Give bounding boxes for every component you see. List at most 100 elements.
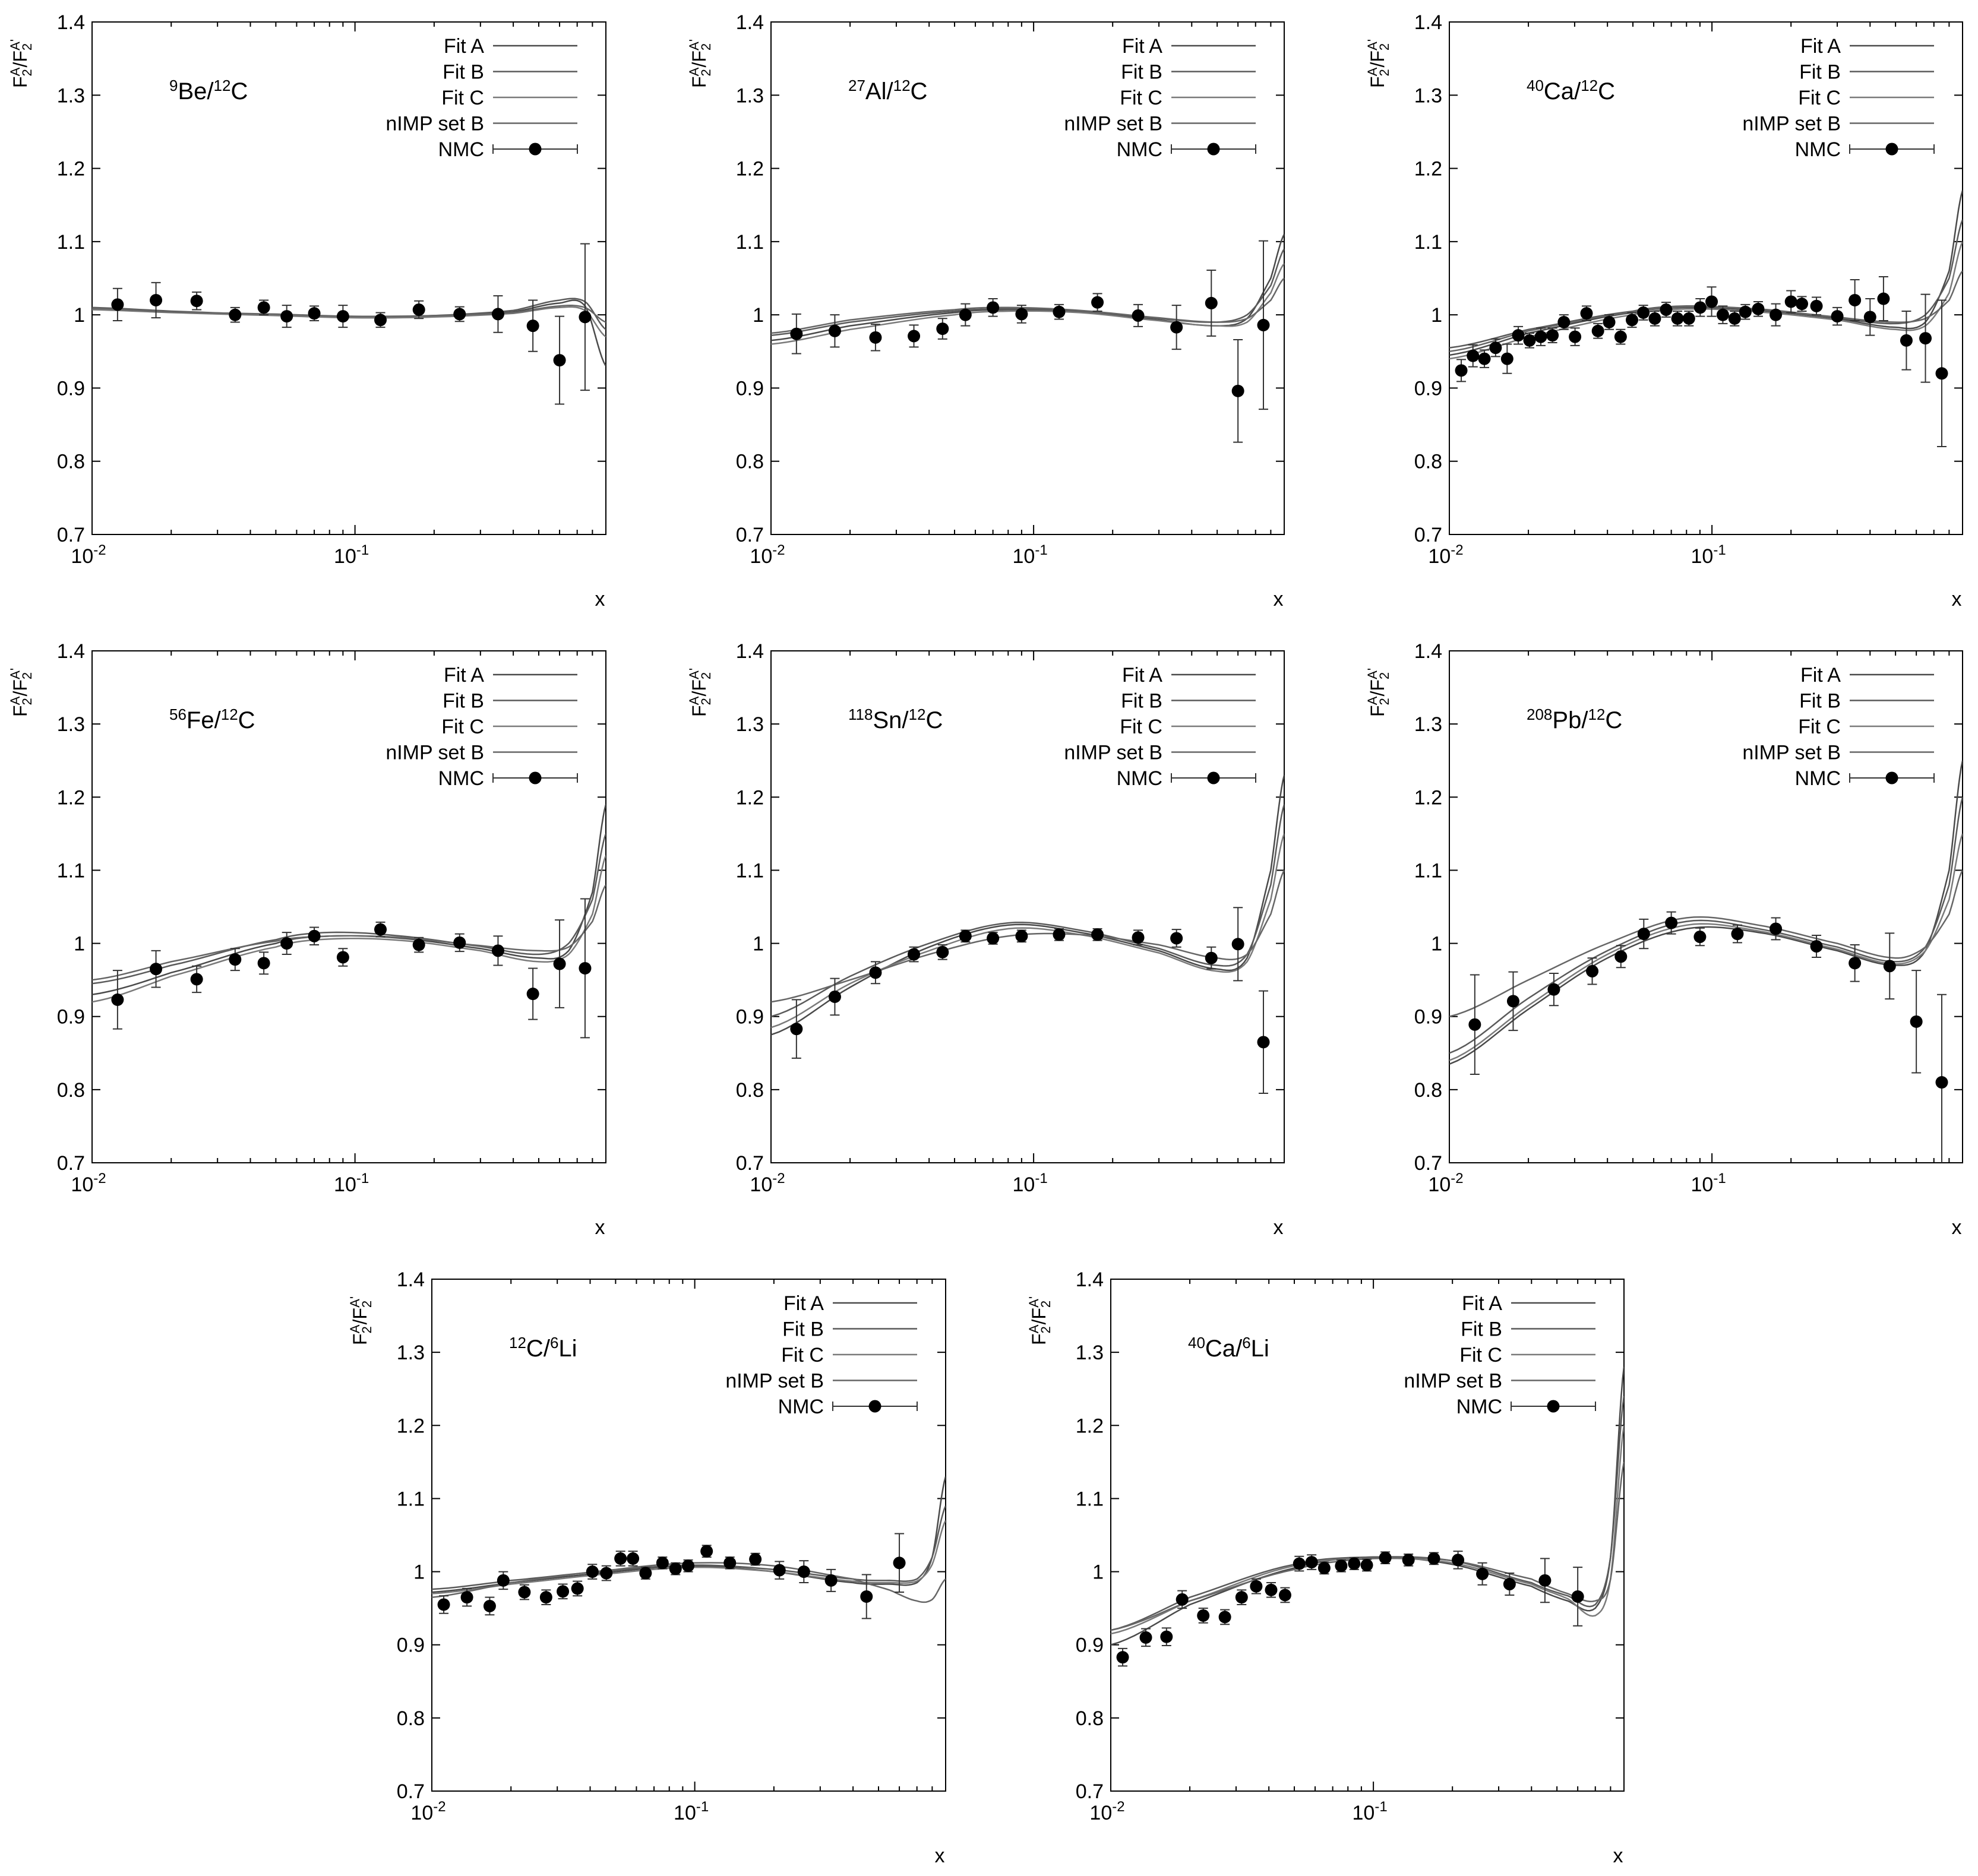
y-tick-label: 1.1: [397, 1488, 425, 1510]
panel-title-mass: 40: [1527, 77, 1544, 94]
y-tick-label: 0.7: [736, 524, 764, 546]
panel-title-mass: 12: [1588, 706, 1605, 723]
data-point: [600, 1567, 613, 1580]
data-point: [1278, 1589, 1291, 1602]
data-point: [1538, 1574, 1552, 1587]
panel-title-element: Fe: [187, 707, 214, 733]
series-line-fit-c: [92, 855, 606, 1003]
data-point: [1625, 314, 1638, 327]
legend-label: Fit A: [1122, 35, 1162, 58]
legend: Fit A Fit B Fit C nIMP set B NMC: [1064, 664, 1256, 790]
y-axis-label-slash: /F: [688, 679, 710, 696]
x-tick-label-exponent: -1: [1713, 542, 1726, 558]
panel-title: 9Be/12C: [169, 77, 248, 105]
panel-title-mass: 6: [550, 1334, 558, 1352]
data-point: [1557, 315, 1571, 328]
data-point: [1705, 295, 1718, 308]
data-point: [797, 1565, 810, 1578]
y-tick-label: 0.7: [57, 524, 85, 546]
data-point: [1015, 308, 1028, 321]
y-axis-label-sup: A: [1026, 1324, 1041, 1333]
data-point: [1883, 960, 1896, 973]
legend-swatch-point: [1885, 143, 1898, 156]
x-tick-label-exponent: -1: [1035, 542, 1047, 558]
x-tick-label: 10-1: [1691, 1170, 1726, 1196]
series-line-nimp-set-b: [92, 305, 606, 323]
series-line-fit-c: [771, 833, 1284, 1029]
y-tick-label: 1.4: [1414, 640, 1442, 663]
data-point: [614, 1552, 627, 1565]
data-point: [1637, 928, 1650, 941]
legend-swatch-point: [529, 143, 542, 156]
y-axis-label-slash: /F: [1028, 1308, 1050, 1324]
data-point: [1257, 1036, 1270, 1049]
y-axis-label-sup: A: [687, 696, 702, 705]
y-axis-label-sub: 2: [20, 69, 34, 76]
data-point: [571, 1582, 584, 1595]
nmc-points: [790, 240, 1270, 443]
data-point: [1468, 1018, 1481, 1031]
x-tick-label-exponent: -1: [356, 542, 369, 558]
data-point: [579, 311, 592, 324]
data-point: [1170, 932, 1183, 945]
legend-label: nIMP set B: [386, 113, 484, 135]
y-tick-label: 0.7: [1414, 1152, 1442, 1175]
y-tick-label: 1.2: [397, 1415, 425, 1437]
data-point: [150, 963, 163, 976]
panel-title: 208Pb/12C: [1527, 706, 1622, 733]
y-axis-label-sub: 2: [699, 69, 713, 76]
panel-title-slash: /: [544, 1336, 551, 1362]
x-tick-label: 10-2: [410, 1799, 445, 1824]
legend-label: Fit A: [444, 664, 484, 687]
data-point: [308, 307, 321, 320]
data-point: [280, 310, 293, 323]
x-axis-label: x: [595, 1216, 605, 1239]
y-axis-label-sub: 2: [1377, 69, 1392, 76]
panel-title-mass: 40: [1188, 1334, 1205, 1352]
y-tick-label: 0.9: [1076, 1634, 1104, 1657]
y-tick-label: 0.8: [1414, 451, 1442, 473]
x-axis-label: x: [935, 1845, 945, 1867]
y-tick-label: 1.4: [57, 11, 85, 34]
legend-label: Fit B: [782, 1318, 824, 1341]
y-axis-label-sub: 2: [359, 1301, 374, 1308]
nmc-points: [437, 1533, 906, 1619]
y-axis-label-sub: 2: [20, 43, 34, 50]
data-point: [1478, 352, 1491, 365]
x-tick-label: 10-1: [334, 542, 369, 568]
data-point: [1648, 312, 1661, 325]
data-point: [669, 1562, 682, 1576]
panel-title-slash: /: [1574, 78, 1581, 105]
y-tick-label: 0.7: [57, 1152, 85, 1175]
y-tick-label: 0.8: [1076, 1707, 1104, 1730]
x-tick-label-base: 10: [1013, 1173, 1035, 1196]
data-point: [1571, 1590, 1584, 1603]
y-axis-label-slash: /F: [1367, 679, 1388, 696]
nmc-points: [1116, 1551, 1584, 1667]
x-tick-label-base: 10: [1089, 1802, 1112, 1824]
legend-swatch-point: [1547, 1400, 1560, 1413]
y-axis-label: F2A/F2A': [687, 668, 713, 717]
data-point: [1935, 367, 1948, 380]
data-point: [229, 953, 242, 966]
x-tick-label-base: 10: [1428, 545, 1451, 568]
series-line-fit-b: [1111, 1396, 1624, 1631]
data-point: [491, 944, 504, 957]
data-point: [1452, 1554, 1465, 1567]
legend-label: Fit B: [1799, 61, 1841, 84]
panel-title-mass: 12: [214, 77, 231, 94]
data-point: [491, 308, 504, 321]
x-tick-label-exponent: -2: [433, 1799, 445, 1815]
y-axis-label-sub: 2: [1038, 1326, 1053, 1333]
data-point: [453, 308, 466, 321]
series-line-fit-a: [771, 775, 1284, 1036]
data-point: [1739, 305, 1752, 318]
y-axis-label: F2A/F2A': [1026, 1296, 1053, 1345]
data-point: [1500, 352, 1513, 365]
y-axis-label-sup: A': [687, 39, 702, 50]
y-axis-label-slash: /F: [688, 50, 710, 67]
y-tick-label: 0.9: [736, 377, 764, 400]
chart-panel-2: 0.70.80.911.11.21.31.410-2 10-1xF2A/F2A'2…: [687, 11, 1285, 610]
panel-title-mass: 27: [848, 77, 865, 94]
x-tick-label-exponent: -1: [356, 1170, 369, 1187]
